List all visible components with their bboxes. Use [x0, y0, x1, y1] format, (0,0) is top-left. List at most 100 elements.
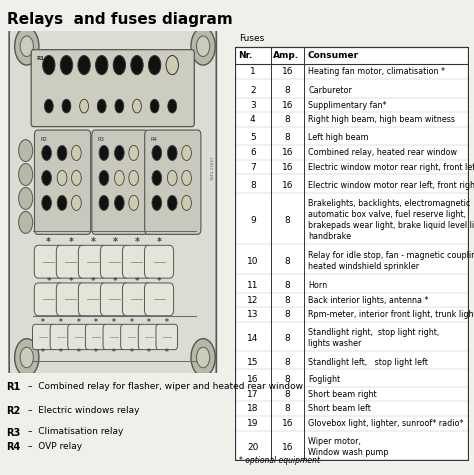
- Text: *: *: [94, 318, 98, 327]
- Text: 4: 4: [250, 115, 255, 124]
- Text: *: *: [91, 237, 95, 247]
- Circle shape: [99, 171, 109, 185]
- FancyBboxPatch shape: [34, 283, 64, 316]
- Text: *: *: [59, 318, 63, 327]
- Text: 8: 8: [284, 216, 290, 225]
- Text: 17: 17: [247, 390, 258, 399]
- Circle shape: [152, 145, 162, 161]
- Text: *: *: [77, 318, 81, 327]
- Text: *: *: [129, 318, 133, 327]
- Text: Consumer: Consumer: [307, 51, 358, 60]
- Text: 16: 16: [282, 162, 293, 171]
- Text: Wiper motor,: Wiper motor,: [308, 437, 361, 446]
- Text: Electric window motor rear right, front left: Electric window motor rear right, front …: [308, 162, 474, 171]
- Circle shape: [168, 99, 177, 113]
- Text: *: *: [46, 237, 51, 247]
- Circle shape: [150, 99, 159, 113]
- Circle shape: [152, 171, 162, 185]
- FancyBboxPatch shape: [9, 17, 216, 388]
- Circle shape: [148, 56, 161, 75]
- FancyBboxPatch shape: [103, 324, 125, 350]
- Text: Glovebox light, lighter, sunroof* radio*: Glovebox light, lighter, sunroof* radio*: [308, 419, 464, 428]
- Text: 8: 8: [284, 281, 290, 290]
- Text: 14: 14: [247, 334, 258, 343]
- Circle shape: [57, 171, 67, 185]
- Text: 8: 8: [284, 404, 290, 413]
- Text: Relays  and fuses diagram: Relays and fuses diagram: [7, 12, 233, 27]
- Circle shape: [57, 145, 67, 161]
- Text: Rpm-meter, interior front light, trunk light: Rpm-meter, interior front light, trunk l…: [308, 310, 474, 319]
- Circle shape: [115, 99, 124, 113]
- Text: *: *: [41, 318, 45, 327]
- Circle shape: [18, 163, 33, 185]
- Circle shape: [62, 99, 71, 113]
- Circle shape: [191, 28, 215, 65]
- Text: Horn: Horn: [308, 281, 327, 290]
- Circle shape: [182, 195, 191, 210]
- Text: Short beam right: Short beam right: [308, 390, 377, 399]
- Circle shape: [78, 56, 90, 75]
- FancyBboxPatch shape: [31, 50, 194, 127]
- Text: *: *: [112, 318, 116, 327]
- FancyBboxPatch shape: [92, 130, 148, 234]
- FancyBboxPatch shape: [156, 324, 178, 350]
- FancyBboxPatch shape: [138, 324, 160, 350]
- Text: 8: 8: [284, 115, 290, 124]
- Text: 16: 16: [282, 67, 293, 76]
- Text: *: *: [147, 318, 151, 327]
- Circle shape: [129, 195, 138, 210]
- FancyBboxPatch shape: [145, 130, 201, 234]
- FancyBboxPatch shape: [35, 130, 91, 234]
- FancyBboxPatch shape: [145, 283, 173, 316]
- Text: 16: 16: [282, 101, 293, 110]
- Text: *: *: [156, 237, 162, 247]
- Circle shape: [129, 145, 138, 161]
- Text: 2: 2: [250, 86, 255, 95]
- FancyBboxPatch shape: [34, 245, 64, 278]
- Text: 1343-11641: 1343-11641: [211, 155, 215, 180]
- FancyBboxPatch shape: [122, 245, 152, 278]
- Text: Supplimentary fan*: Supplimentary fan*: [308, 101, 387, 110]
- Circle shape: [42, 171, 52, 185]
- Text: automatic box valve, fuel reserve light,: automatic box valve, fuel reserve light,: [308, 210, 466, 219]
- Text: R1: R1: [6, 382, 20, 392]
- Text: 8: 8: [284, 86, 290, 95]
- Text: Left high beam: Left high beam: [308, 133, 369, 142]
- FancyBboxPatch shape: [85, 324, 107, 350]
- Text: *: *: [165, 318, 169, 327]
- Text: 10: 10: [247, 256, 258, 266]
- Text: *: *: [41, 348, 45, 357]
- Text: 5: 5: [250, 133, 255, 142]
- Text: Electric window motor rear left, front right: Electric window motor rear left, front r…: [308, 180, 474, 190]
- Circle shape: [131, 56, 143, 75]
- Circle shape: [15, 339, 39, 376]
- Text: *: *: [69, 277, 73, 286]
- Text: *: *: [112, 348, 116, 357]
- Text: *: *: [135, 237, 139, 247]
- Circle shape: [133, 99, 141, 113]
- Circle shape: [167, 145, 177, 161]
- Text: Heating fan motor, climatisation *: Heating fan motor, climatisation *: [308, 67, 445, 76]
- Text: R1: R1: [36, 56, 45, 61]
- Text: R3: R3: [6, 428, 20, 437]
- Text: *: *: [91, 277, 95, 286]
- Text: 12: 12: [247, 295, 258, 304]
- Circle shape: [197, 36, 210, 57]
- FancyBboxPatch shape: [100, 245, 129, 278]
- Text: 16: 16: [282, 419, 293, 428]
- Circle shape: [43, 56, 55, 75]
- Text: 8: 8: [284, 375, 290, 384]
- Circle shape: [182, 145, 191, 161]
- Circle shape: [18, 140, 33, 162]
- Text: Standlight right,  stop light right,: Standlight right, stop light right,: [308, 328, 439, 337]
- Circle shape: [97, 99, 106, 113]
- Text: –  Climatisation relay: – Climatisation relay: [28, 428, 124, 437]
- Text: 16: 16: [247, 375, 258, 384]
- Circle shape: [72, 195, 81, 210]
- Text: R4: R4: [6, 442, 20, 452]
- Circle shape: [72, 145, 81, 161]
- Text: –  Electric windows relay: – Electric windows relay: [28, 406, 140, 415]
- Circle shape: [99, 145, 109, 161]
- Text: heated windshield sprinkler: heated windshield sprinkler: [308, 262, 419, 271]
- Circle shape: [60, 56, 73, 75]
